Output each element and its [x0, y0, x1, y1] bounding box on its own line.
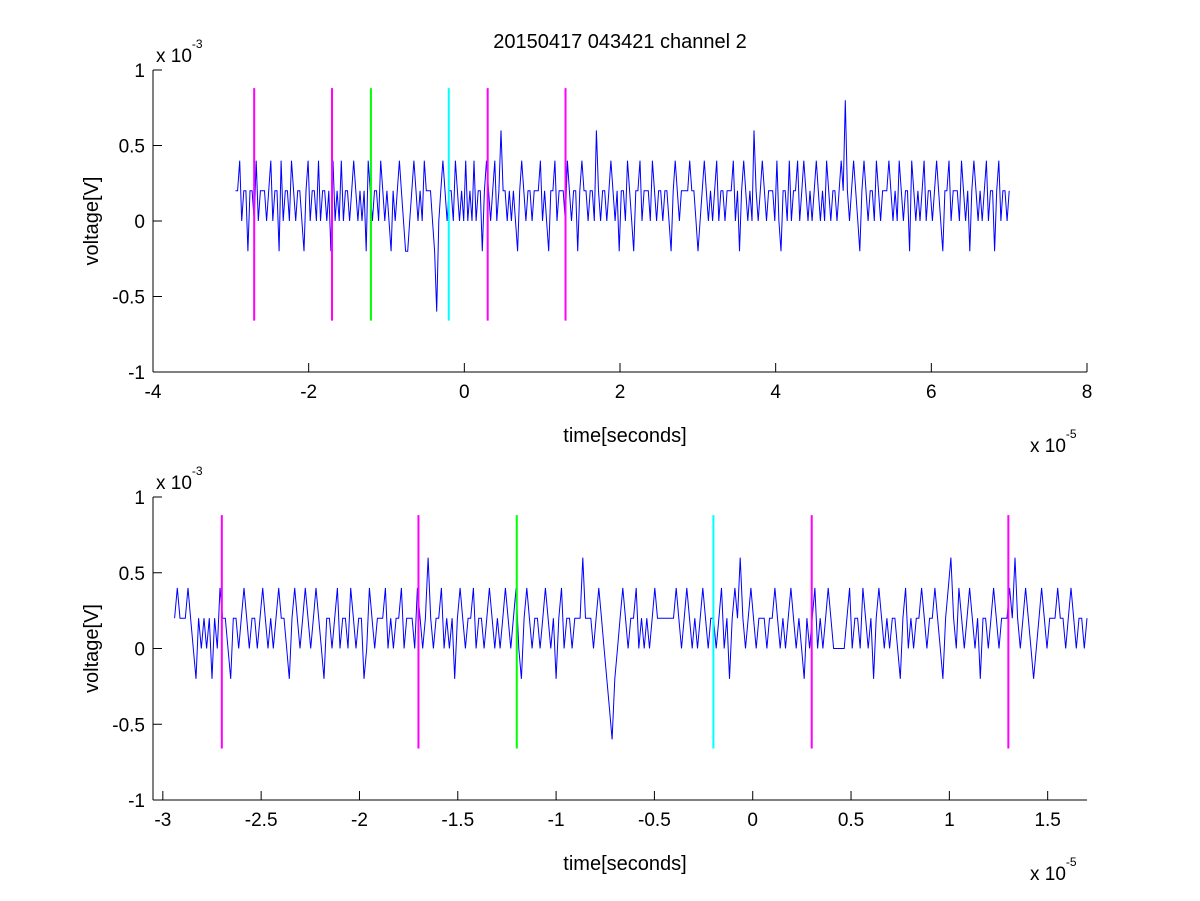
x-tick-label: 0 — [747, 810, 758, 831]
y-tick-label: -0.5 — [112, 288, 145, 309]
y-tick-label: 0 — [134, 640, 145, 661]
x-tick-label: 1.5 — [1034, 810, 1060, 831]
x-exponent-power: -5 — [1066, 855, 1077, 869]
y-tick-label: 1 — [134, 488, 145, 509]
x-tick-label: 2 — [615, 382, 626, 403]
x-tick-label: 0.5 — [838, 810, 864, 831]
x-exponent-power: -5 — [1066, 427, 1077, 441]
y-tick-label: 0.5 — [119, 564, 145, 585]
x-tick-label: 1 — [944, 810, 955, 831]
x-axis-label: time[seconds] — [563, 425, 686, 447]
x-tick-label: 0 — [459, 382, 470, 403]
chart-title: 20150417 043421 channel 2 — [493, 31, 747, 53]
x-tick-label: -3 — [154, 810, 171, 831]
x-tick-label: -2 — [351, 810, 368, 831]
chart-1: 20150417 043421 channel 2 -4 -2 0 2 4 6 8 -1 -0.5… — [81, 31, 1092, 457]
x-tick-label: -4 — [145, 382, 162, 403]
x-tick-label: -0.5 — [638, 810, 671, 831]
chart-2: -3 -2.5 -2 -1.5 -1 -0.5 0 0.5 1 1.5 -1 -0.5 0 0.5 1 tim… — [81, 464, 1088, 885]
x-exponent-label: x 10-5 — [1030, 427, 1077, 457]
x-tick-label: 8 — [1082, 382, 1093, 403]
x-axis-label: time[seconds] — [563, 853, 686, 875]
y-tick-label: 1 — [134, 61, 145, 82]
x-tick-label: -2.5 — [245, 810, 278, 831]
y-exponent-power: -3 — [192, 37, 203, 51]
y-tick-label: 0 — [134, 212, 145, 233]
x-exponent-label: x 10-5 — [1030, 855, 1077, 885]
y-tick-label: -1 — [128, 363, 145, 384]
x-tick-label: 6 — [926, 382, 937, 403]
series-line-1 — [235, 100, 1010, 312]
y-exponent-label: x 10-3 — [156, 464, 203, 494]
y-axis-label: voltage[V] — [81, 604, 103, 693]
y-tick-label: 0.5 — [119, 137, 145, 158]
y-exponent-label: x 10-3 — [156, 37, 203, 67]
x-tick-label: 4 — [770, 382, 781, 403]
y-exponent-power: -3 — [192, 464, 203, 478]
x-tick-label: -2 — [300, 382, 317, 403]
y-tick-label: -0.5 — [112, 715, 145, 736]
y-axis-label: voltage[V] — [81, 177, 103, 266]
series-line-1 — [174, 557, 1088, 740]
x-tick-label: -1 — [548, 810, 565, 831]
y-tick-label: -1 — [128, 791, 145, 812]
x-tick-label: -1.5 — [441, 810, 474, 831]
